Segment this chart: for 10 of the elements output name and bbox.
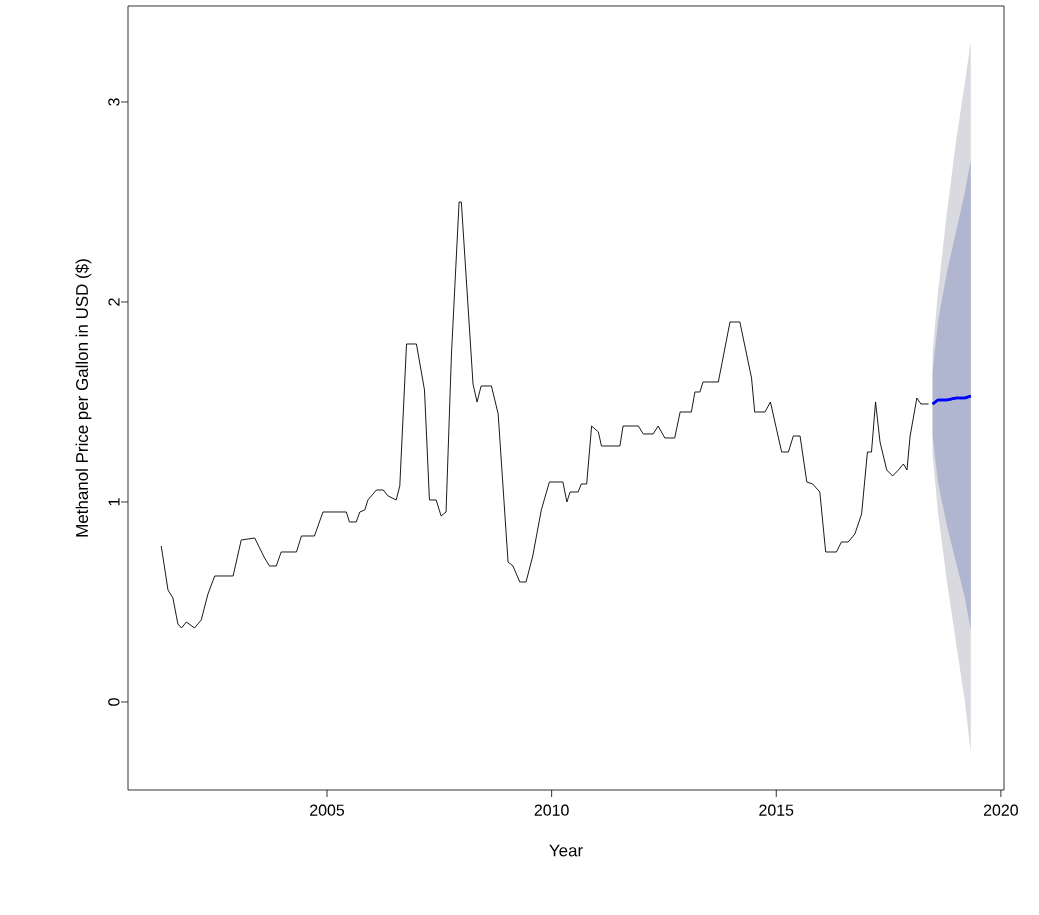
x-tick-label: 2005	[310, 804, 345, 816]
y-axis-title: Methanol Price per Gallon in USD ($)	[75, 259, 92, 537]
y-tick-label: 1	[108, 498, 120, 506]
y-tick-label: 3	[108, 98, 120, 106]
x-tick-label: 2010	[534, 804, 569, 816]
x-tick-label: 2020	[983, 804, 1018, 816]
y-tick-label: 0	[108, 698, 120, 706]
x-tick-label: 2015	[759, 804, 794, 816]
x-axis-title: Year	[549, 844, 583, 857]
y-tick-label: 2	[108, 298, 120, 306]
